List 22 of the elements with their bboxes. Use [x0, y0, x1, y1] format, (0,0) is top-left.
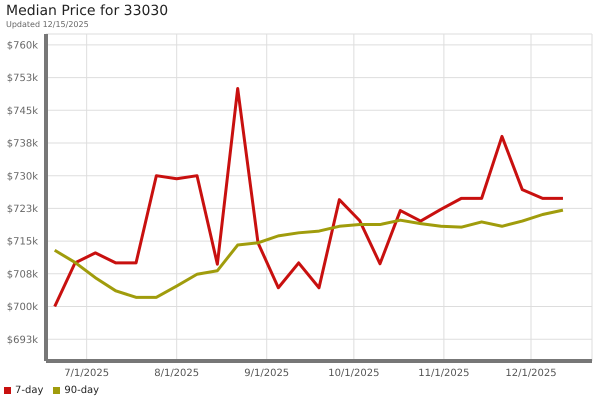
y-tick-label: $745k [6, 106, 38, 117]
y-tick-label: $715k [6, 236, 38, 248]
x-tick-label: 7/1/2025 [64, 368, 110, 380]
y-tick-label: $738k [6, 138, 38, 150]
chart-subtitle: Updated 12/15/2025 [6, 20, 89, 29]
y-tick-label: $723k [6, 204, 38, 215]
y-tick-label: $700k [6, 302, 38, 314]
y-tick-label: $693k [6, 334, 38, 346]
x-tick-label: 12/1/2025 [505, 368, 557, 380]
x-tick-label: 11/1/2025 [418, 368, 470, 380]
y-tick-label: $708k [6, 269, 38, 280]
x-tick-label: 10/1/2025 [328, 368, 380, 380]
line-series [53, 208, 564, 299]
line-series [53, 87, 564, 308]
legend-label: 7-day [15, 385, 44, 396]
chart-title: Median Price for 33030 [6, 3, 168, 19]
y-tick-label: $753k [6, 73, 38, 84]
y-tick-label: $730k [6, 171, 38, 182]
x-tick-label: 9/1/2025 [244, 368, 290, 380]
x-tick-label: 8/1/2025 [154, 368, 200, 380]
legend-label: 90-day [64, 385, 100, 396]
y-tick-label: $760k [6, 40, 38, 52]
